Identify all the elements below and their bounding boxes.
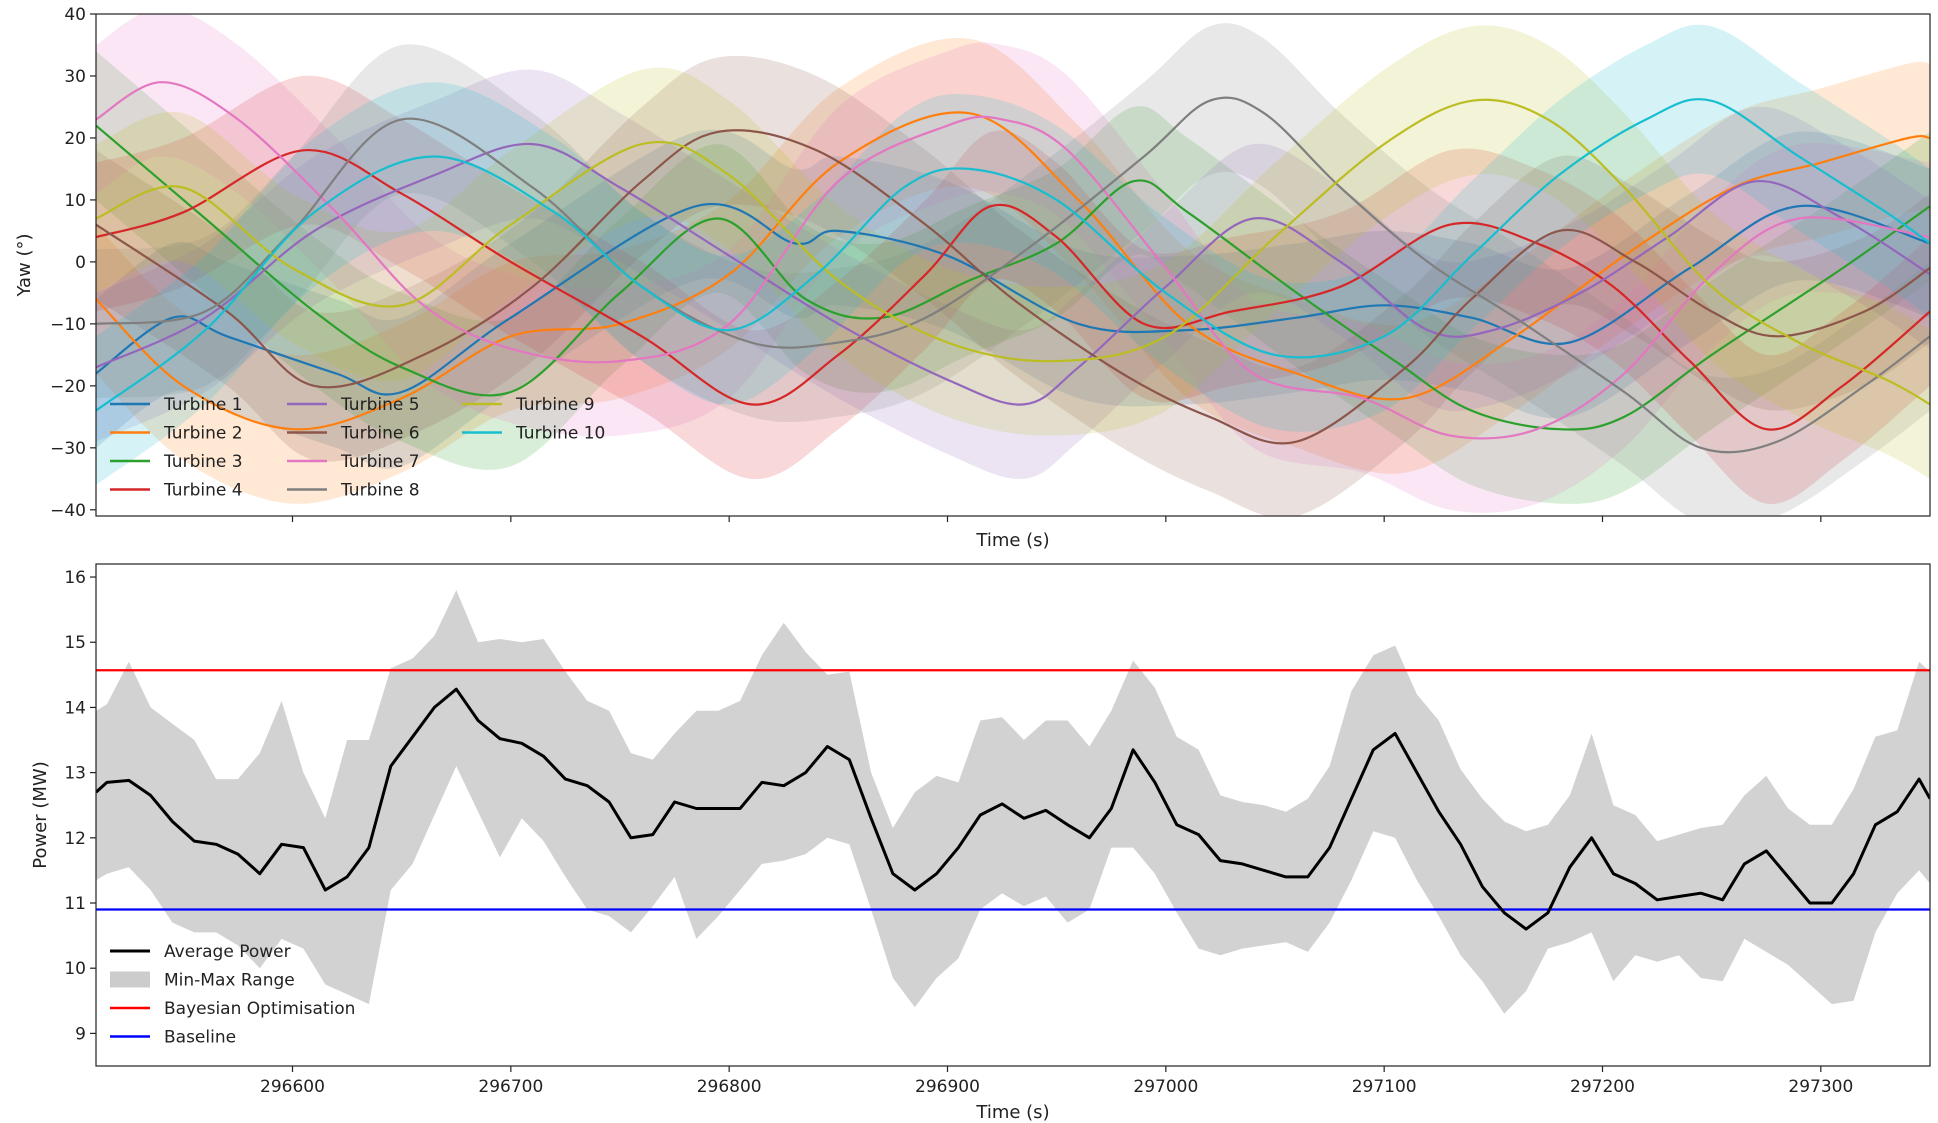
- legend-label-turbine-10: Turbine 10: [515, 424, 605, 444]
- yaw-y-tick-label: 20: [64, 129, 86, 149]
- yaw-y-tick-label: 40: [64, 5, 86, 25]
- yaw-x-axis-label: Time (s): [975, 530, 1049, 551]
- legend-swatch-min-max-range: [110, 971, 150, 988]
- power-y-tick-label: 9: [75, 1024, 86, 1044]
- legend-label-bayesian-optimisation: Bayesian Optimisation: [164, 999, 355, 1019]
- legend-label-turbine-2: Turbine 2: [163, 424, 243, 444]
- legend-label-turbine-6: Turbine 6: [340, 424, 420, 444]
- yaw-y-tick-label: −20: [50, 377, 86, 397]
- legend-label-turbine-4: Turbine 4: [163, 481, 243, 501]
- legend-label-turbine-8: Turbine 8: [340, 481, 420, 501]
- legend-label-min-max-range: Min-Max Range: [164, 971, 295, 991]
- legend-label-average-power: Average Power: [164, 942, 291, 962]
- yaw-y-tick-label: 0: [75, 253, 86, 273]
- power-x-tick-label: 297100: [1352, 1077, 1417, 1097]
- yaw-band-turbine-9: [96, 25, 1930, 479]
- yaw-line-turbine-3: [96, 124, 1930, 431]
- power-series: [96, 590, 1930, 1014]
- min-max-range-band: [96, 590, 1930, 1014]
- yaw-line-turbine-6: [96, 129, 1930, 445]
- legend-label-turbine-1: Turbine 1: [163, 395, 243, 415]
- yaw-chart: 40 30 20 10 0 −10 −20 −30 −40 Time (s) Yaw (°) T…: [14, 5, 1931, 551]
- power-y-tick-label: 15: [64, 633, 86, 653]
- yaw-line-turbine-5: [96, 142, 1930, 406]
- yaw-legend: Turbine 1 Turbine 2 Turbine 3 Turbine 4 Turb…: [110, 395, 605, 501]
- legend-label-turbine-7: Turbine 7: [340, 452, 420, 472]
- yaw-band-turbine-10: [96, 24, 1930, 485]
- yaw-band-turbine-5: [96, 69, 1930, 480]
- power-y-axis-ticks: 9 10 11 12 13 14 15 16: [64, 568, 96, 1044]
- yaw-band-turbine-7: [96, 14, 1930, 513]
- power-legend: Average Power Min-Max Range Bayesian Optim…: [110, 942, 355, 1048]
- yaw-y-tick-label: 10: [64, 191, 86, 211]
- yaw-line-turbine-10: [96, 98, 1930, 412]
- yaw-band-turbine-2: [96, 37, 1930, 504]
- average-power-line: [96, 687, 1930, 931]
- power-x-tick-label: 296700: [478, 1077, 543, 1097]
- power-y-tick-label: 14: [64, 698, 86, 718]
- yaw-y-tick-label: −40: [50, 501, 86, 521]
- yaw-band-turbine-3: [96, 51, 1930, 504]
- yaw-line-turbine-9: [96, 98, 1930, 406]
- yaw-y-tick-label: −10: [50, 315, 86, 335]
- yaw-y-axis-label: Yaw (°): [14, 233, 35, 297]
- yaw-plot-frame: [95, 13, 1931, 517]
- yaw-y-axis-ticks: 40 30 20 10 0 −10 −20 −30 −40: [50, 5, 96, 521]
- yaw-series-lines: [96, 81, 1930, 454]
- legend-label-turbine-5: Turbine 5: [340, 395, 420, 415]
- power-y-tick-label: 12: [64, 829, 86, 849]
- power-y-axis-label: Power (MW): [30, 761, 51, 869]
- power-x-axis-label: Time (s): [975, 1102, 1049, 1123]
- yaw-line-turbine-2: [96, 111, 1930, 431]
- power-y-tick-label: 11: [64, 894, 86, 914]
- power-x-tick-label: 296600: [260, 1077, 325, 1097]
- power-y-tick-label: 13: [64, 764, 86, 784]
- yaw-min-max-bands: [96, 14, 1930, 516]
- yaw-band-turbine-4: [96, 75, 1930, 505]
- power-x-tick-label: 296900: [915, 1077, 980, 1097]
- power-x-tick-label: 297200: [1570, 1077, 1635, 1097]
- yaw-band-turbine-6: [96, 55, 1930, 516]
- yaw-band-turbine-8: [96, 23, 1930, 516]
- yaw-line-turbine-8: [96, 96, 1930, 454]
- power-plot-frame: [95, 563, 1931, 1067]
- power-x-axis-ticks: 296600 296700 296800 296900 297000 297100 2972…: [260, 1066, 1853, 1097]
- yaw-line-turbine-7: [96, 81, 1930, 440]
- yaw-y-tick-label: 30: [64, 67, 86, 87]
- legend-label-baseline: Baseline: [164, 1028, 236, 1048]
- power-x-tick-label: 296800: [697, 1077, 762, 1097]
- legend-label-turbine-9: Turbine 9: [515, 395, 595, 415]
- power-chart: 9 10 11 12 13 14 15 16 296600 296700 296800 296900…: [30, 563, 1931, 1123]
- yaw-x-axis-ticks: [291, 516, 1822, 522]
- power-x-tick-label: 297300: [1788, 1077, 1853, 1097]
- yaw-y-tick-label: −30: [50, 439, 86, 459]
- power-y-tick-label: 10: [64, 959, 86, 979]
- legend-label-turbine-3: Turbine 3: [163, 452, 243, 472]
- power-x-tick-label: 297000: [1133, 1077, 1198, 1097]
- power-y-tick-label: 16: [64, 568, 86, 588]
